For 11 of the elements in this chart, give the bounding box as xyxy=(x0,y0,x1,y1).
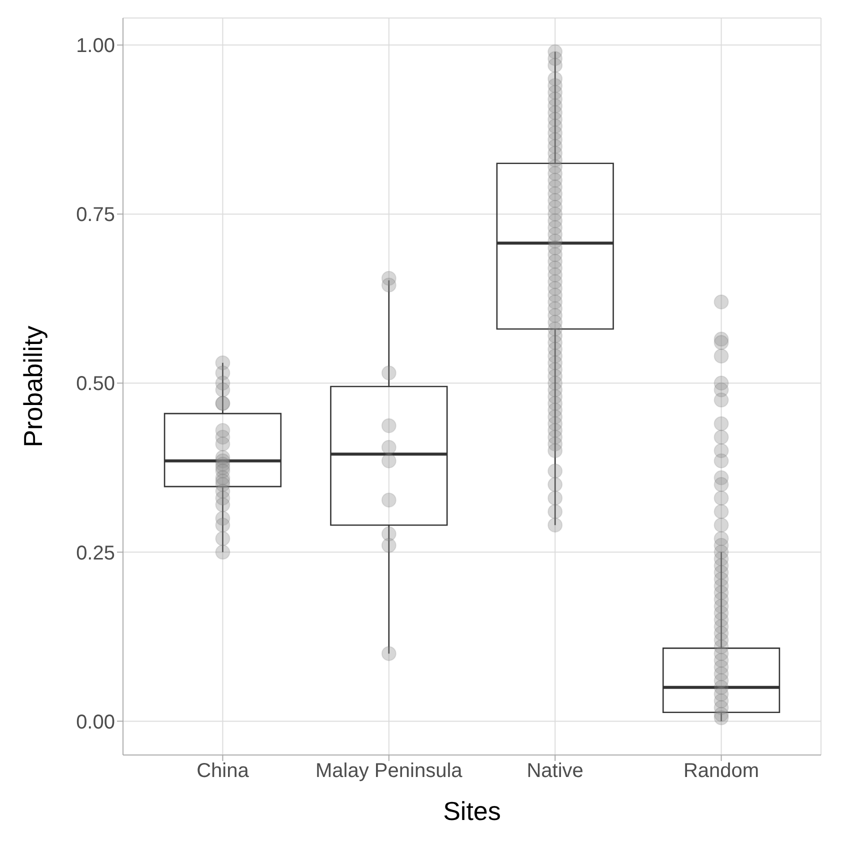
y-tick-label: 0.50 xyxy=(76,373,115,396)
y-tick-label: 0.75 xyxy=(76,204,115,226)
x-tick-label: Malay Peninsula xyxy=(316,760,464,782)
x-tick-label: Random xyxy=(683,760,760,782)
y-tick-label: 0.00 xyxy=(76,711,115,734)
y-tick-label: 0.25 xyxy=(76,542,115,564)
y-axis-title: Probability xyxy=(18,326,48,448)
x-tick-label: China xyxy=(196,760,250,782)
y-tick-label: 1.00 xyxy=(76,35,115,58)
x-tick-label: Native xyxy=(526,760,584,782)
x-axis-title: Sites xyxy=(443,796,501,826)
